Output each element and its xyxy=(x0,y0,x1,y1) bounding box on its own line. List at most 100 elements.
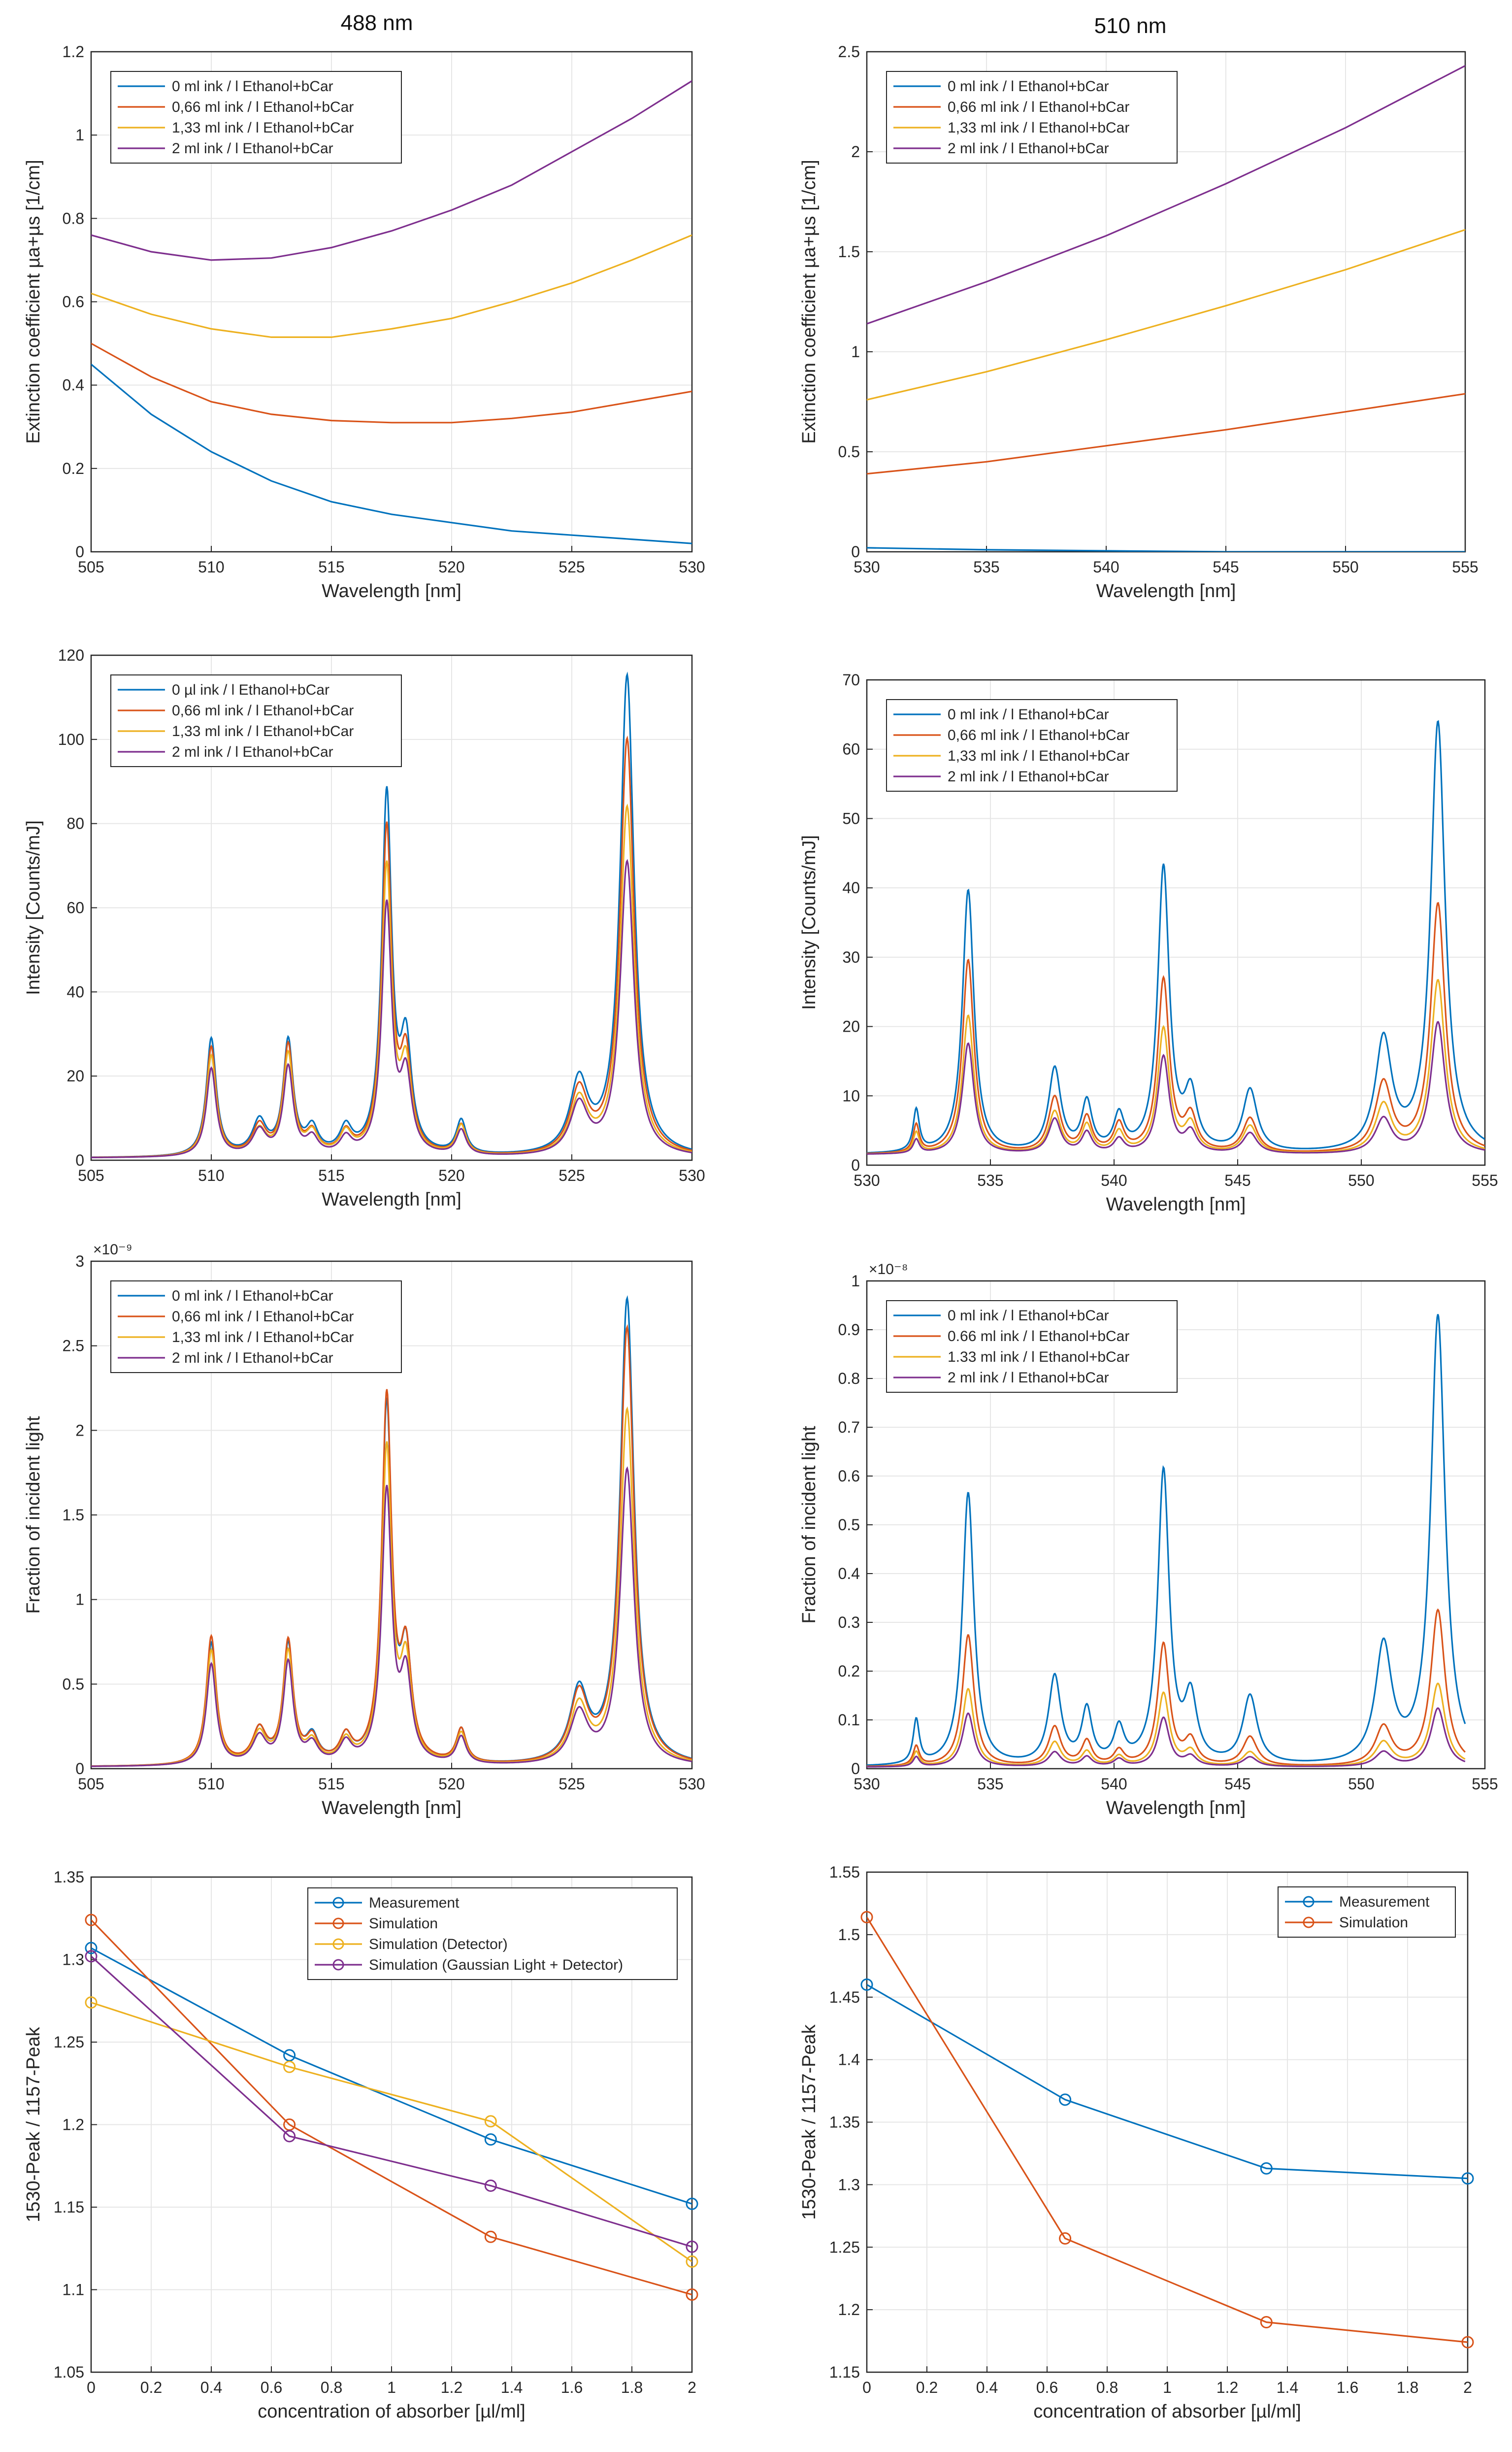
x-tick-label: 535 xyxy=(977,1775,1003,1793)
x-tick-label: 545 xyxy=(1213,558,1239,576)
y-tick-label: 0.8 xyxy=(63,209,84,227)
series-line xyxy=(91,1466,692,1767)
x-tick-label: 545 xyxy=(1224,1172,1250,1189)
legend: Measurement Simulation Simulation (Detecto… xyxy=(307,1887,678,1980)
x-axis-label: Wavelength [nm] xyxy=(1106,1194,1246,1215)
chart-ext-488: 505 510 515 520 525 530 0 0.2 0.4 0.6 0.8 1 1.2 Wavel… xyxy=(23,43,705,602)
x-tick-label: 545 xyxy=(1224,1775,1250,1793)
legend-label: 1,33 ml ink / l Ethanol+bCar xyxy=(172,120,354,136)
x-tick-label: 1.8 xyxy=(1397,2379,1418,2396)
y-tick-label: 1.45 xyxy=(829,1988,860,2006)
y-tick-label: 2.5 xyxy=(63,1337,84,1355)
data-point xyxy=(484,2230,497,2243)
y-tick-label: 1.55 xyxy=(829,1863,860,1881)
series-line xyxy=(867,1608,1466,1767)
y-tick-label: 0.1 xyxy=(838,1711,860,1729)
x-tick-label: 530 xyxy=(854,1172,880,1189)
series-line xyxy=(91,859,692,1158)
y-tick-label: 0.6 xyxy=(63,293,84,311)
y-axis-label: Intensity [Counts/mJ] xyxy=(23,820,44,995)
series-line xyxy=(91,1919,692,2296)
y-tick-label: 2 xyxy=(851,143,860,161)
x-tick-label: 550 xyxy=(1348,1775,1374,1793)
legend-label: 0.66 ml ink / l Ethanol+bCar xyxy=(948,1328,1129,1344)
x-axis-label: concentration of absorber [µl/ml] xyxy=(258,2401,526,2422)
legend-label: 2 ml ink / l Ethanol+bCar xyxy=(948,140,1109,157)
legend: 0 ml ink / l Ethanol+bCar 0,66 ml ink / l… xyxy=(110,71,402,164)
x-tick-label: 2 xyxy=(688,2379,696,2396)
legend: Measurement Simulation xyxy=(1278,1886,1456,1938)
legend-label: 0 ml ink / l Ethanol+bCar xyxy=(948,706,1109,723)
series-line xyxy=(867,393,1465,475)
data-point xyxy=(85,1950,98,1963)
x-tick-label: 515 xyxy=(318,1167,344,1184)
y-tick-label: 0.4 xyxy=(838,1565,860,1582)
x-axis-label: concentration of absorber [µl/ml] xyxy=(1033,2401,1301,2422)
x-tick-label: 540 xyxy=(1101,1172,1127,1189)
data-point xyxy=(1059,2232,1072,2245)
legend: 0 ml ink / l Ethanol+bCar 0.66 ml ink / l… xyxy=(886,1300,1178,1393)
y-axis-label: Extinction coefficient µa+µs [1/cm] xyxy=(799,160,820,443)
y-tick-label: 0.2 xyxy=(838,1662,860,1680)
legend-label: 0 ml ink / l Ethanol+bCar xyxy=(948,1308,1109,1324)
x-tick-label: 1 xyxy=(1163,2379,1172,2396)
y-tick-label: 2.5 xyxy=(838,43,860,61)
y-tick-label: 1 xyxy=(75,126,84,144)
x-tick-label: 505 xyxy=(78,1167,104,1184)
y-tick-label: 0.6 xyxy=(838,1467,860,1485)
data-point xyxy=(484,2179,497,2192)
legend-marker xyxy=(332,1917,344,1929)
y-tick-label: 1.4 xyxy=(838,2051,860,2069)
data-point xyxy=(686,2288,698,2301)
y-tick-label: 0 xyxy=(75,1151,84,1169)
y-tick-label: 1.15 xyxy=(54,2198,84,2216)
legend-label: Simulation xyxy=(369,1915,438,1932)
legend: 0 µl ink / l Ethanol+bCar 0,66 ml ink / l… xyxy=(110,674,402,767)
legend-label: 1,33 ml ink / l Ethanol+bCar xyxy=(172,1329,354,1345)
y-tick-label: 1.2 xyxy=(63,2116,84,2134)
y-tick-label: 0 xyxy=(851,543,860,561)
series-line xyxy=(867,1707,1466,1768)
y-tick-label: 1.25 xyxy=(54,2033,84,2051)
data-point xyxy=(484,2115,497,2128)
x-tick-label: 530 xyxy=(679,1775,705,1793)
x-tick-label: 520 xyxy=(438,558,464,576)
legend-marker xyxy=(332,1938,344,1950)
column-title-510: 510 nm xyxy=(1094,14,1167,38)
x-tick-label: 540 xyxy=(1101,1775,1127,1793)
x-tick-label: 0.4 xyxy=(200,2379,222,2396)
legend-label: 0 ml ink / l Ethanol+bCar xyxy=(172,1288,333,1304)
legend-label: 0 µl ink / l Ethanol+bCar xyxy=(172,682,329,698)
x-tick-label: 0 xyxy=(87,2379,96,2396)
x-tick-label: 515 xyxy=(318,558,344,576)
x-tick-label: 505 xyxy=(78,558,104,576)
x-tick-label: 510 xyxy=(198,558,224,576)
data-point xyxy=(1461,2336,1474,2349)
legend-label: Simulation xyxy=(1339,1915,1408,1931)
y-tick-label: 1.35 xyxy=(829,2114,860,2131)
x-tick-label: 0.8 xyxy=(321,2379,342,2396)
exponent-label: ×10⁻⁸ xyxy=(869,1261,908,1277)
x-tick-label: 1.2 xyxy=(1216,2379,1238,2396)
series-line xyxy=(867,229,1465,401)
legend-box xyxy=(307,1887,678,1980)
chart-ratio-488: 0 0.2 0.4 0.6 0.8 1 1.2 1.4 1.6 1.8 2 1.05 1.1 1.15 1.… xyxy=(23,1868,698,2422)
y-tick-label: 0.4 xyxy=(63,376,84,394)
x-axis-label: Wavelength [nm] xyxy=(1106,1798,1246,1818)
legend-label: 2 ml ink / l Ethanol+bCar xyxy=(172,140,333,157)
data-point xyxy=(85,1942,98,1954)
y-tick-label: 0.5 xyxy=(63,1675,84,1693)
y-tick-label: 0 xyxy=(75,543,84,561)
data-point xyxy=(85,1914,98,1926)
legend-label: 1,33 ml ink / l Ethanol+bCar xyxy=(948,120,1129,136)
series-line xyxy=(91,1324,692,1767)
x-axis-label: Wavelength [nm] xyxy=(322,581,461,602)
legend-label: 0,66 ml ink / l Ethanol+bCar xyxy=(172,1309,354,1325)
x-tick-label: 0.6 xyxy=(261,2379,282,2396)
y-tick-label: 0.2 xyxy=(63,460,84,477)
legend-label: 0 ml ink / l Ethanol+bCar xyxy=(172,78,333,95)
x-tick-label: 525 xyxy=(559,1167,585,1184)
legend-label: 0,66 ml ink / l Ethanol+bCar xyxy=(172,99,354,115)
legend-marker xyxy=(1303,1896,1315,1908)
